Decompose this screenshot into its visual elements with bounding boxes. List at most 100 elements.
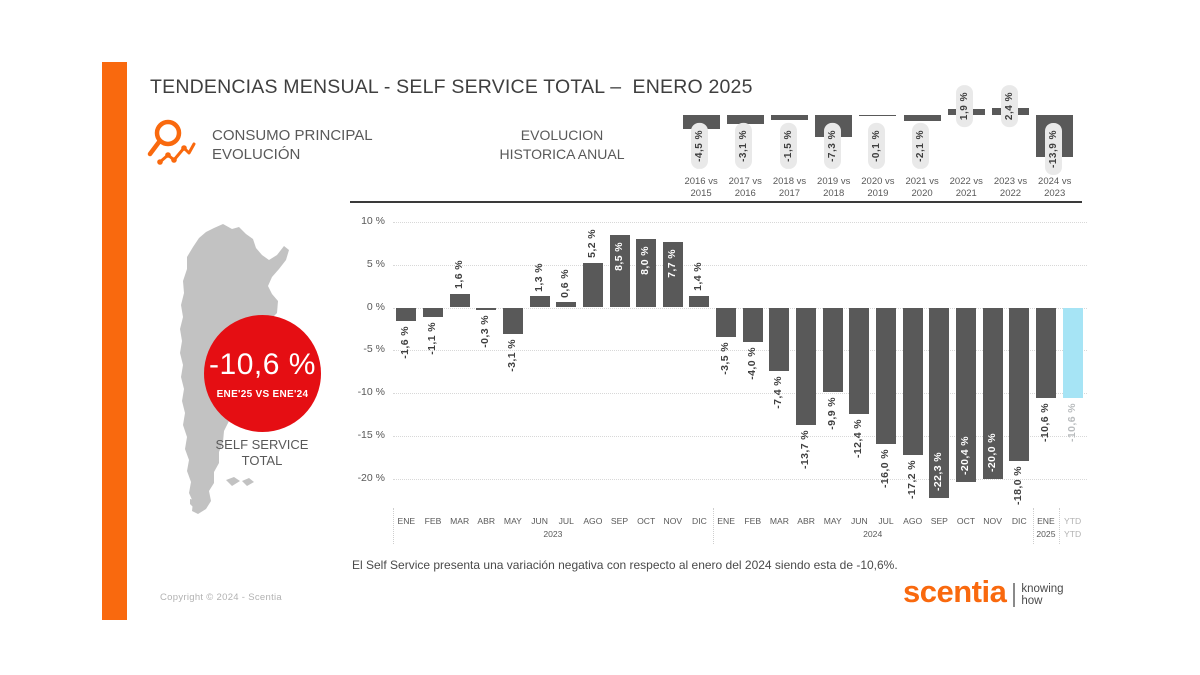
bar-label: 7,7 %	[665, 248, 678, 278]
x-tick-label: AGO	[903, 516, 923, 526]
annual-category-line1: 2020 vs	[861, 176, 895, 187]
map-label: SELF SERVICE TOTAL	[182, 437, 342, 469]
annual-category-line2: 2015	[690, 187, 712, 199]
y-tick-label: 10 %	[361, 215, 385, 227]
variation-value: -10,6 %	[209, 347, 316, 381]
bar-label: -3,5 %	[719, 342, 732, 376]
malvinas-island-east	[242, 478, 254, 486]
bar	[1009, 307, 1030, 462]
brand-name: scentia	[903, 574, 1007, 609]
annual-category-line2: 2017	[778, 187, 801, 199]
section-label-line1: CONSUMO PRINCIPAL	[212, 127, 373, 144]
annual-bar-label: -13,9 %	[1044, 123, 1062, 175]
bar-label: 8,0 %	[639, 246, 652, 275]
bar	[876, 307, 897, 445]
y-tick-label: -15 %	[357, 428, 385, 441]
variation-badge: -10,6 % ENE'25 VS ENE'24	[204, 315, 321, 432]
x-tick-label: JUL	[558, 516, 574, 526]
map-label-line2: TOTAL	[241, 453, 283, 468]
x-tick-label: JUL	[878, 516, 894, 526]
bar	[609, 234, 630, 308]
x-tick-label: ENE	[717, 516, 735, 526]
x-group-label: 2025	[1036, 529, 1056, 539]
bar-label: -7,4 %	[772, 375, 785, 409]
x-tick-label: AGO	[583, 516, 603, 526]
column-separator	[1059, 508, 1061, 544]
x-tick-label: DIC	[1011, 516, 1027, 526]
bar-label: -1,1 %	[425, 321, 438, 355]
x-tick-label: ENE	[1037, 516, 1055, 526]
y-tick-label: -5 %	[363, 343, 385, 356]
annual-bar	[815, 115, 853, 137]
column-separator	[1032, 508, 1034, 544]
annual-bar	[859, 115, 897, 116]
annual-category-label: 2021 vs 2020	[900, 176, 944, 199]
bar-label: 1,6 %	[452, 259, 465, 289]
bar	[529, 296, 550, 308]
annual-bar-label: -0,1 %	[867, 123, 885, 169]
bar	[955, 307, 976, 482]
x-tick-label: DIC	[692, 516, 707, 526]
y-tick-label: 0 %	[366, 300, 385, 313]
bar-label: -22,3 %	[932, 452, 945, 492]
gridline	[393, 478, 1087, 480]
annual-chart-title: EVOLUCION HISTORICA ANUAL	[478, 126, 646, 164]
malvinas-island-west	[226, 477, 240, 486]
annual-category-line1: 2023 vs	[993, 176, 1028, 187]
header-divider	[350, 201, 1082, 203]
bar-label: -20,0 %	[985, 432, 998, 472]
annual-bar	[947, 109, 985, 115]
bar-label: -10,6 %	[1038, 403, 1051, 443]
bar-label: 8,5 %	[612, 241, 625, 271]
annual-category-label: 2022 vs 2021	[944, 176, 988, 199]
bar-label: -4,0 %	[745, 346, 758, 380]
bar	[556, 302, 577, 308]
accent-bar	[102, 62, 127, 620]
x-tick-label: MAY	[503, 516, 522, 526]
bar	[476, 307, 497, 311]
page-title: TENDENCIAS MENSUAL - SELF SERVICE TOTAL …	[150, 76, 753, 98]
gridline	[393, 222, 1087, 223]
copyright: Copyright © 2024 - Scentia	[160, 592, 282, 603]
x-tick-label: SEP	[930, 516, 948, 526]
annual-chart-title-line1: EVOLUCION	[520, 127, 604, 143]
annual-bar	[682, 115, 720, 129]
annual-category-line1: 2024 vs	[1038, 176, 1072, 187]
annual-bar	[903, 115, 941, 122]
column-separator	[712, 508, 714, 544]
bar-label: -0,3 %	[479, 315, 492, 348]
annual-category-label: 2017 vs 2016	[723, 176, 767, 199]
column-separator	[393, 508, 394, 544]
annual-category-line2: 2021	[955, 187, 977, 199]
bar	[582, 263, 603, 308]
x-tick-label: NOV	[663, 516, 683, 526]
x-tick-label: JUN	[851, 516, 868, 526]
tierra-del-fuego	[190, 499, 205, 510]
annual-category-label: 2018 vs 2017	[767, 176, 811, 199]
bar	[662, 241, 683, 308]
bar	[636, 239, 657, 308]
x-group-label: 2024	[863, 529, 883, 539]
brand-logo: scentia knowing how	[903, 576, 1064, 607]
summary-note: El Self Service presenta una variación n…	[352, 558, 898, 572]
bar	[396, 307, 417, 322]
section-label-line2: EVOLUCIÓN	[212, 146, 301, 163]
x-tick-label: ABR	[797, 516, 815, 526]
gridline	[393, 393, 1087, 394]
annual-bar	[992, 107, 1029, 115]
y-tick-label: 5 %	[366, 257, 385, 270]
bar	[796, 307, 817, 425]
annual-bar	[771, 115, 808, 120]
brand-tagline: knowing how	[1021, 583, 1063, 607]
annual-category-line1: 2017 vs	[728, 176, 762, 187]
annual-bar	[1036, 115, 1074, 157]
annual-category-line2: 2020	[911, 187, 933, 199]
x-tick-label: MAR	[769, 516, 789, 526]
gridline	[393, 350, 1087, 352]
bar-label: -20,4 %	[958, 435, 971, 475]
annual-bar-label: -3,1 %	[735, 123, 753, 169]
x-tick-label: MAY	[823, 516, 842, 526]
bar	[449, 293, 470, 308]
annual-category-line1: 2016 vs	[684, 176, 718, 187]
